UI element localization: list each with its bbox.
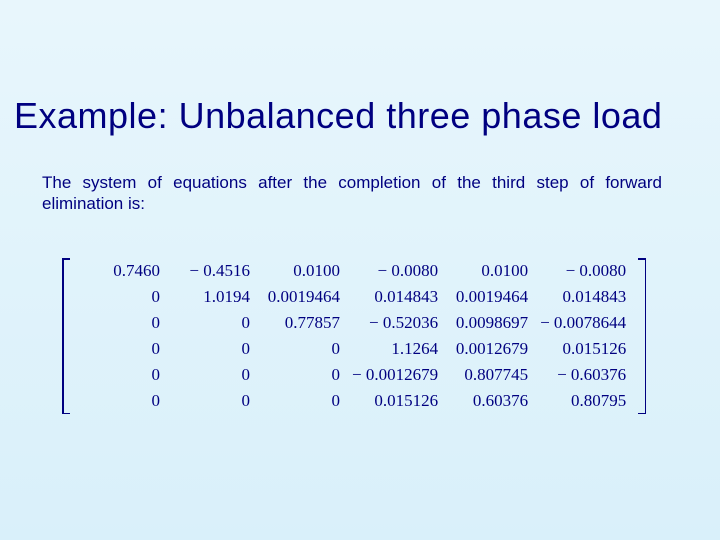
matrix-cell: 0.0019464: [444, 284, 534, 310]
matrix-cell: 0: [256, 362, 346, 388]
matrix-cell: 0: [166, 388, 256, 414]
matrix-row: 0 1.0194 0.0019464 0.014843 0.0019464 0.…: [76, 284, 632, 310]
matrix-cell: 0.60376: [444, 388, 534, 414]
matrix-cell: − 0.52036: [346, 310, 444, 336]
matrix-row: 0 0 0 1.1264 0.0012679 0.015126: [76, 336, 632, 362]
matrix-cell: 0.807745: [444, 362, 534, 388]
matrix-cell: 0: [76, 284, 166, 310]
matrix-cell: 0: [256, 336, 346, 362]
matrix-cell: − 0.0080: [534, 258, 632, 284]
slide-body-text: The system of equations after the comple…: [42, 172, 662, 215]
matrix-cell: − 0.0078644: [534, 310, 632, 336]
matrix: 0.7460 − 0.4516 0.0100 − 0.0080 0.0100 −…: [62, 258, 646, 414]
matrix-cell: 0: [76, 310, 166, 336]
matrix-row: 0 0 0 − 0.0012679 0.807745 − 0.60376: [76, 362, 632, 388]
matrix-cell: 0: [166, 362, 256, 388]
matrix-cell: 1.0194: [166, 284, 256, 310]
matrix-cell: 0.015126: [346, 388, 444, 414]
matrix-table: 0.7460 − 0.4516 0.0100 − 0.0080 0.0100 −…: [76, 258, 632, 414]
slide: Example: Unbalanced three phase load The…: [0, 0, 720, 540]
matrix-cell: 0.0019464: [256, 284, 346, 310]
matrix-cell: 0.015126: [534, 336, 632, 362]
matrix-cell: 0.014843: [534, 284, 632, 310]
matrix-cell: − 0.0012679: [346, 362, 444, 388]
matrix-cell: 0.80795: [534, 388, 632, 414]
matrix-cell: 0: [76, 362, 166, 388]
matrix-cell: 0: [76, 336, 166, 362]
matrix-cell: 0.0012679: [444, 336, 534, 362]
matrix-right-bracket: [638, 258, 646, 414]
matrix-cell: 0.77857: [256, 310, 346, 336]
matrix-cell: 0: [76, 388, 166, 414]
matrix-cell: 0.0100: [256, 258, 346, 284]
matrix-cell: − 0.0080: [346, 258, 444, 284]
matrix-cell: − 0.60376: [534, 362, 632, 388]
matrix-cell: 0: [166, 310, 256, 336]
matrix-cell: 0.0098697: [444, 310, 534, 336]
matrix-left-bracket: [62, 258, 70, 414]
matrix-cell: 0.7460: [76, 258, 166, 284]
matrix-cell: 0: [256, 388, 346, 414]
slide-title: Example: Unbalanced three phase load: [14, 95, 706, 137]
matrix-cell: 1.1264: [346, 336, 444, 362]
matrix-cell: 0: [166, 336, 256, 362]
matrix-cell: 0.014843: [346, 284, 444, 310]
matrix-cell: − 0.4516: [166, 258, 256, 284]
matrix-row: 0.7460 − 0.4516 0.0100 − 0.0080 0.0100 −…: [76, 258, 632, 284]
matrix-row: 0 0 0 0.015126 0.60376 0.80795: [76, 388, 632, 414]
matrix-cell: 0.0100: [444, 258, 534, 284]
matrix-row: 0 0 0.77857 − 0.52036 0.0098697 − 0.0078…: [76, 310, 632, 336]
